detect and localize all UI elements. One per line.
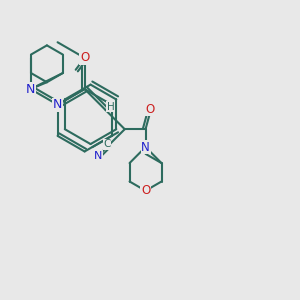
Text: O: O xyxy=(141,184,150,197)
Text: H: H xyxy=(107,102,115,112)
Text: O: O xyxy=(80,51,89,64)
Text: N: N xyxy=(53,98,62,111)
Text: N: N xyxy=(26,82,35,96)
Text: C: C xyxy=(103,139,111,149)
Text: N: N xyxy=(141,140,150,154)
Text: O: O xyxy=(146,103,154,116)
Text: N: N xyxy=(94,151,102,161)
